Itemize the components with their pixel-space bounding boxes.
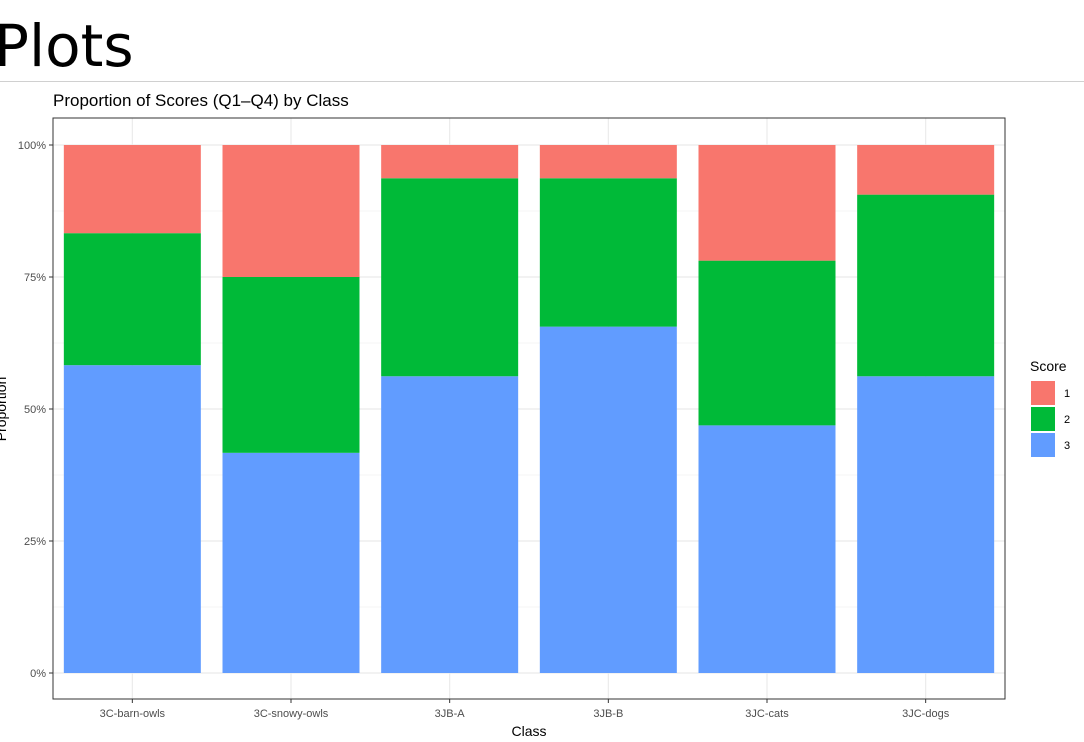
y-tick-label: 75% [24,272,46,284]
x-tick-label: 3JB-A [435,708,466,720]
bar-segment-score-3-3C-barn-owls [63,365,201,673]
bar-segment-score-2-3JB-A [381,178,519,377]
bar-segment-score-2-3C-snowy-owls [222,277,360,453]
y-tick-label: 0% [30,668,46,680]
y-tick-label: 25% [24,536,46,548]
legend-label-3: 3 [1064,440,1070,452]
y-tick-label: 50% [24,404,46,416]
bar-segment-score-3-3JC-cats [698,425,836,673]
bar-segment-score-3-3JB-B [539,326,677,673]
slide-title: Plots [0,12,134,80]
bar-segment-score-1-3JC-dogs [857,145,995,195]
chart-title: Proportion of Scores (Q1–Q4) by Class [53,91,349,110]
legend-swatch-3 [1031,433,1055,457]
x-tick-label: 3JB-B [593,708,623,720]
x-axis-label: Class [511,723,546,739]
x-tick-label: 3JC-cats [745,708,789,720]
bar-segment-score-2-3JB-B [539,178,677,327]
x-tick-label: 3JC-dogs [902,708,950,720]
bar-segment-score-1-3C-snowy-owls [222,145,360,277]
legend-title: Score [1030,358,1067,374]
bar-segment-score-1-3JC-cats [698,145,836,261]
y-axis-label: Proportion [0,377,9,442]
x-tick-label: 3C-snowy-owls [254,708,329,720]
x-tick-label: 3C-barn-owls [100,708,166,720]
y-tick-label: 100% [18,140,46,152]
bar-segment-score-3-3JC-dogs [857,376,995,673]
bar-segment-score-1-3C-barn-owls [63,145,201,234]
bar-segment-score-1-3JB-B [539,145,677,179]
legend-label-1: 1 [1064,388,1070,400]
bar-segment-score-3-3C-snowy-owls [222,452,360,673]
legend-label-2: 2 [1064,414,1070,426]
title-divider [0,81,1084,82]
legend-swatch-1 [1031,381,1055,405]
bar-segment-score-3-3JB-A [381,376,519,673]
bar-segment-score-1-3JB-A [381,145,519,179]
bar-segment-score-2-3C-barn-owls [63,233,201,366]
legend-swatch-2 [1031,407,1055,431]
bar-segment-score-2-3JC-dogs [857,194,995,377]
bar-segment-score-2-3JC-cats [698,260,836,426]
